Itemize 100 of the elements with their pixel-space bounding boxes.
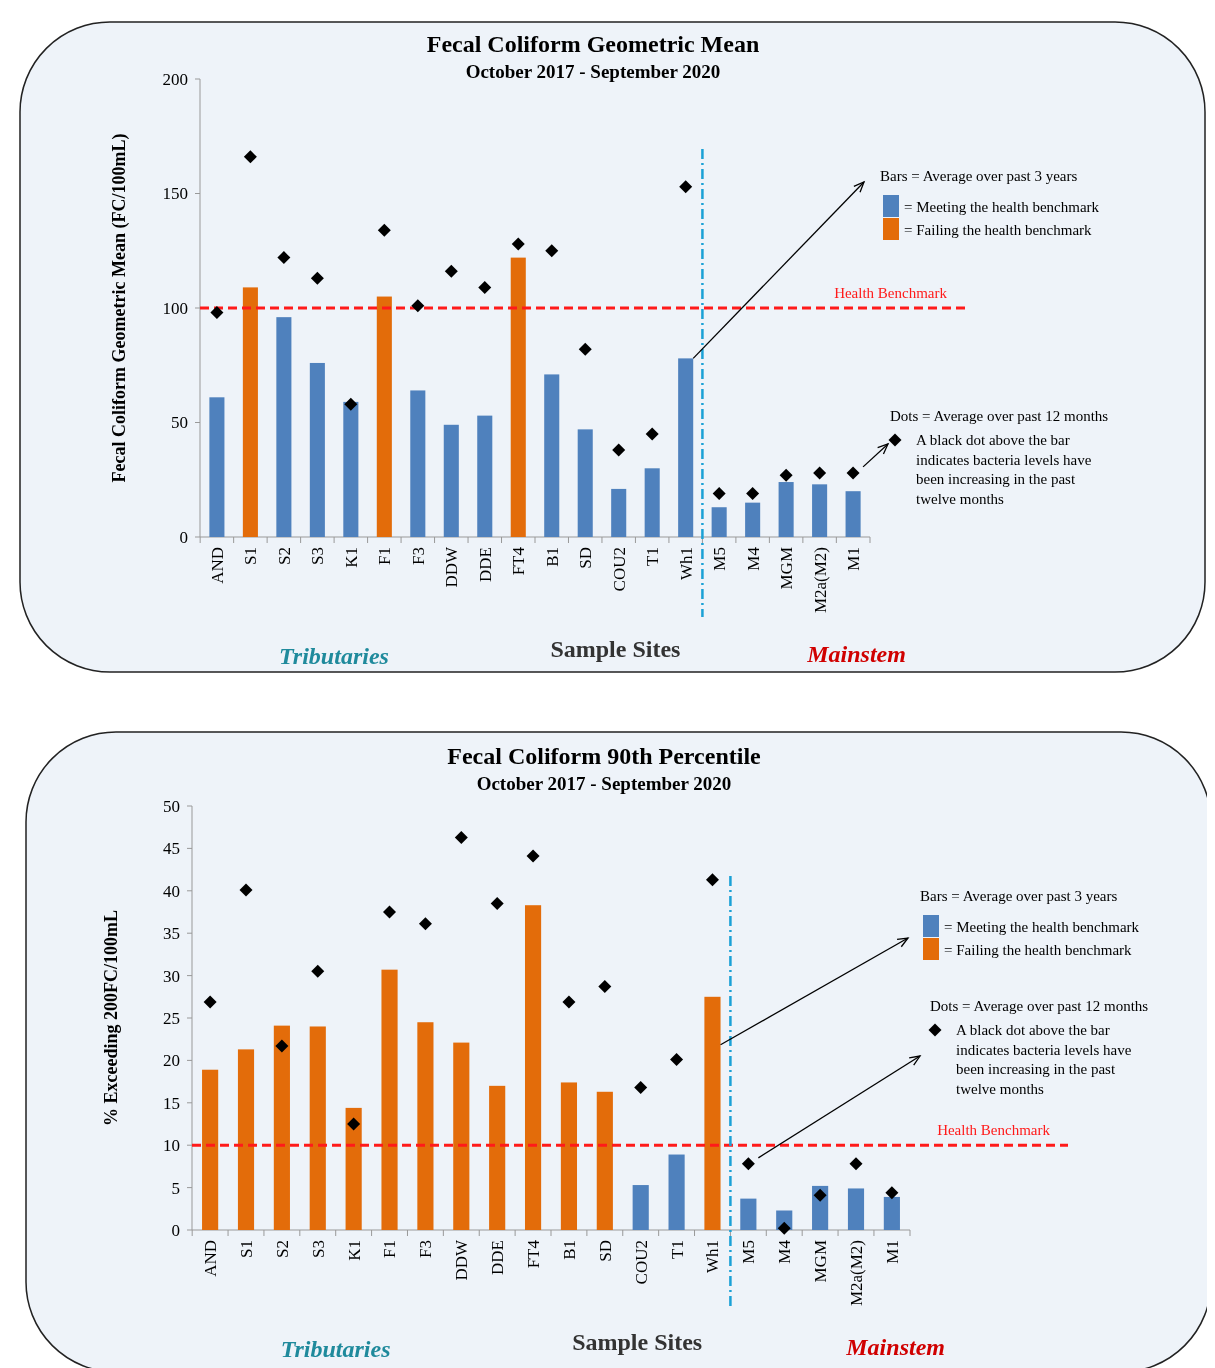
x-tick-label: T1	[667, 1240, 687, 1259]
bar	[443, 424, 459, 537]
point	[612, 443, 626, 457]
point	[849, 1157, 863, 1171]
text: Dots = Average over past 12 months	[890, 408, 1109, 425]
bar	[883, 1196, 900, 1230]
text: Bars = Average over past 3 years	[920, 888, 1118, 905]
bar	[678, 358, 694, 537]
x-tick-label: M1	[844, 547, 864, 571]
bar	[560, 1082, 578, 1230]
point	[347, 1117, 361, 1131]
x-tick-label: K1	[344, 1240, 364, 1261]
y-tick-label: 5	[171, 1178, 180, 1198]
x-tick-label: F1	[375, 547, 395, 565]
bar	[812, 484, 828, 537]
bar	[345, 1107, 362, 1230]
x-tick-label: AND	[201, 1240, 221, 1277]
legend-label: A black dot above the bar indicates bacteria levels have been increasing in the past twelve months	[916, 432, 1092, 507]
text: Tributaries	[280, 1336, 391, 1362]
bar	[778, 482, 794, 537]
point	[275, 1039, 289, 1053]
bar	[376, 296, 392, 537]
x-tick-label: M5	[739, 1240, 759, 1264]
point	[203, 995, 217, 1009]
x-tick-label: DDW	[452, 1239, 472, 1281]
y-tick-label: 10	[163, 1136, 180, 1156]
point	[454, 830, 468, 844]
y-tick-label: 35	[163, 924, 180, 944]
point	[418, 917, 432, 931]
y-tick-label: 100	[162, 298, 188, 318]
bar	[704, 996, 721, 1230]
y-tick-label: 50	[163, 796, 180, 816]
bar	[544, 374, 560, 537]
x-tick-label: M5	[710, 547, 730, 571]
x-tick-label: SD	[576, 547, 596, 569]
bar	[577, 429, 593, 537]
chart-subtitle: October 2017 - September 2020	[465, 61, 721, 82]
bar	[644, 468, 660, 537]
point	[411, 299, 425, 313]
point	[478, 280, 492, 294]
x-tick-label: M4	[743, 546, 763, 571]
y-tick-label: 200	[162, 69, 188, 89]
x-tick-label: S1	[236, 1240, 256, 1258]
legend-label: = Failing the health benchmark	[904, 222, 1093, 239]
bar	[273, 1025, 290, 1230]
x-tick-label: Wh1	[676, 547, 696, 581]
bar	[611, 488, 627, 537]
x-tick-label: FT4	[509, 546, 529, 576]
x-tick-label: DDE	[475, 547, 495, 582]
point	[578, 342, 592, 356]
bar	[453, 1042, 470, 1230]
bar	[237, 1049, 255, 1230]
point	[777, 1221, 791, 1235]
point	[562, 995, 576, 1009]
bar	[711, 507, 727, 537]
point	[444, 264, 458, 278]
bar	[524, 905, 542, 1230]
point	[239, 883, 253, 897]
bar	[309, 1026, 326, 1230]
x-tick-label: COU2	[609, 547, 629, 592]
point	[746, 486, 760, 500]
point	[679, 180, 693, 194]
y-tick-label: 15	[163, 1093, 180, 1113]
x-tick-label: MGM	[811, 1240, 831, 1283]
bar	[209, 397, 225, 537]
bar	[410, 390, 426, 537]
x-tick-label: SD	[595, 1240, 615, 1262]
x-tick-label: FT4	[524, 1239, 544, 1269]
point	[885, 1186, 899, 1200]
y-axis-title: % Exceeding 200FC/100mL	[101, 910, 121, 1126]
point	[598, 980, 612, 994]
bar	[276, 317, 292, 537]
text: Mainstem	[845, 1334, 945, 1360]
x-axis-title: Sample Sites	[572, 1329, 703, 1355]
x-tick-label: S2	[274, 547, 294, 565]
point	[846, 466, 860, 480]
bar	[740, 1198, 757, 1230]
ref-line-label: Health Benchmark	[834, 285, 948, 301]
bar	[381, 969, 398, 1230]
legend-label: = Meeting the health benchmark	[904, 199, 1100, 216]
point	[210, 306, 224, 320]
annotation: Bars = Average over past 3 years	[880, 168, 1078, 185]
point	[277, 251, 291, 265]
x-tick-label: S3	[308, 547, 328, 565]
x-tick-label: S1	[241, 547, 261, 565]
y-tick-label: 0	[179, 527, 188, 547]
bar	[202, 1069, 219, 1230]
bar	[309, 362, 325, 537]
bar	[632, 1185, 649, 1230]
point	[645, 427, 659, 441]
point	[545, 244, 559, 258]
point	[712, 486, 726, 500]
x-axis-title: Sample Sites	[550, 636, 681, 662]
text: Dots = Average over past 12 months	[930, 998, 1149, 1015]
x-tick-label: DDE	[488, 1240, 508, 1275]
x-tick-label: COU2	[631, 1240, 651, 1285]
x-tick-label: B1	[542, 547, 562, 567]
x-tick-label: M2a(M2)	[846, 1240, 866, 1307]
point	[311, 964, 325, 978]
y-tick-label: 25	[163, 1008, 180, 1028]
